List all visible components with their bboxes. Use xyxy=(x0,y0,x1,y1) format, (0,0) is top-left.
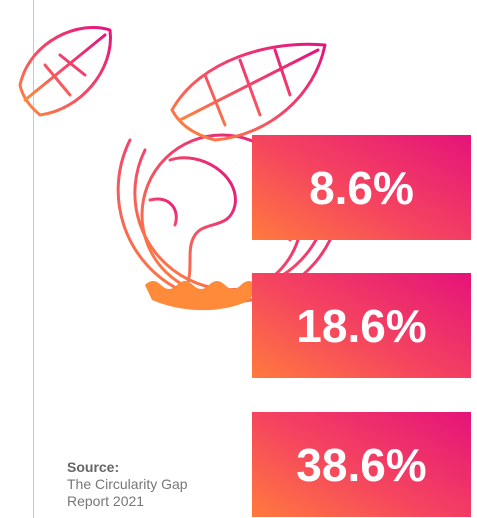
source-text: The Circularity Gap xyxy=(67,476,188,492)
stat-box: 18.6% xyxy=(252,273,471,378)
source-label: Source: xyxy=(67,459,120,475)
stat-box: 8.6% xyxy=(252,135,471,240)
stat-box: 38.6% xyxy=(252,412,471,517)
stat-value: 8.6% xyxy=(309,161,414,214)
stat-value: 38.6% xyxy=(296,438,427,491)
source-text: Report 2021 xyxy=(67,493,145,509)
divider xyxy=(33,0,34,518)
stat-value: 18.6% xyxy=(296,299,427,352)
source: Source: The Circularity Gap Report 2021 xyxy=(67,459,188,510)
